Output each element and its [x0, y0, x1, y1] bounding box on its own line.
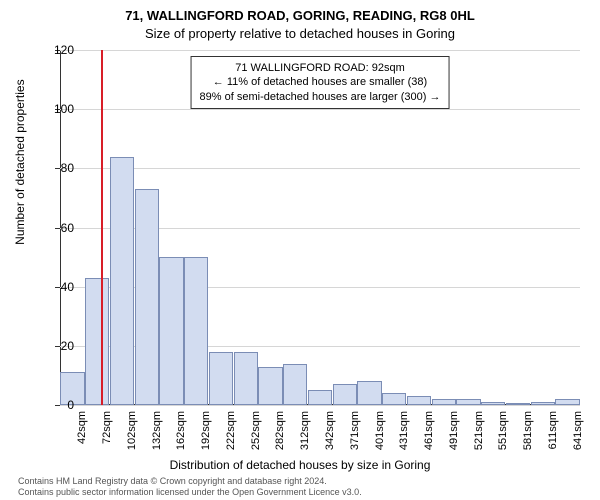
- histogram-bar: [555, 399, 579, 405]
- reference-line: [101, 50, 103, 405]
- histogram-bar: [531, 402, 555, 405]
- ytick-label: 40: [44, 280, 74, 294]
- footer-line-2: Contains public sector information licen…: [18, 487, 362, 498]
- chart-title-main: 71, WALLINGFORD ROAD, GORING, READING, R…: [0, 8, 600, 23]
- ytick-label: 60: [44, 221, 74, 235]
- ytick-label: 80: [44, 161, 74, 175]
- histogram-bar: [110, 157, 134, 406]
- ytick-label: 20: [44, 339, 74, 353]
- xtick-label: 461sqm: [423, 411, 435, 450]
- xtick-label: 611sqm: [547, 411, 559, 449]
- footer-line-1: Contains HM Land Registry data © Crown c…: [18, 476, 362, 487]
- gridline: [60, 168, 580, 169]
- histogram-bar: [382, 393, 406, 405]
- xtick-label: 102sqm: [126, 411, 138, 450]
- histogram-bar: [333, 384, 357, 405]
- gridline: [60, 405, 580, 406]
- histogram-bar: [481, 402, 505, 405]
- histogram-bar: [357, 381, 381, 405]
- xtick-label: 521sqm: [473, 411, 485, 450]
- xtick-label: 72sqm: [101, 411, 113, 444]
- ytick-label: 0: [44, 398, 74, 412]
- xtick-label: 641sqm: [572, 411, 584, 450]
- xtick-label: 222sqm: [225, 411, 237, 450]
- xtick-label: 132sqm: [151, 411, 163, 450]
- gridline: [60, 50, 580, 51]
- histogram-bar: [209, 352, 233, 405]
- histogram-bar: [308, 390, 332, 405]
- histogram-bar: [407, 396, 431, 405]
- xtick-label: 282sqm: [274, 411, 286, 450]
- xtick-label: 42sqm: [76, 411, 88, 444]
- histogram-bar: [85, 278, 109, 405]
- histogram-bar: [506, 403, 530, 405]
- ytick-label: 100: [44, 102, 74, 116]
- xtick-label: 491sqm: [448, 411, 460, 450]
- xtick-label: 192sqm: [200, 411, 212, 450]
- info-line-1: 71 WALLINGFORD ROAD: 92sqm: [200, 61, 441, 75]
- xtick-label: 371sqm: [349, 411, 361, 450]
- xtick-label: 551sqm: [497, 411, 509, 450]
- xtick-label: 401sqm: [374, 411, 386, 450]
- ytick-label: 120: [44, 43, 74, 57]
- histogram-bar: [456, 399, 480, 405]
- chart-footer: Contains HM Land Registry data © Crown c…: [18, 476, 362, 498]
- xtick-label: 431sqm: [398, 411, 410, 450]
- histogram-bar: [258, 367, 282, 405]
- plot-area: 71 WALLINGFORD ROAD: 92sqm← 11% of detac…: [60, 50, 580, 405]
- histogram-bar: [432, 399, 456, 405]
- xtick-label: 581sqm: [522, 411, 534, 450]
- histogram-bar: [234, 352, 258, 405]
- xtick-label: 162sqm: [175, 411, 187, 450]
- histogram-bar: [159, 257, 183, 405]
- xtick-label: 342sqm: [324, 411, 336, 450]
- histogram-bar: [135, 189, 159, 405]
- info-box: 71 WALLINGFORD ROAD: 92sqm← 11% of detac…: [191, 56, 450, 109]
- info-line-2: ← 11% of detached houses are smaller (38…: [200, 75, 441, 89]
- histogram-bar: [184, 257, 208, 405]
- property-size-chart: 71, WALLINGFORD ROAD, GORING, READING, R…: [0, 0, 600, 500]
- xtick-label: 252sqm: [250, 411, 262, 450]
- info-line-3: 89% of semi-detached houses are larger (…: [200, 90, 441, 104]
- y-axis-label: Number of detached properties: [13, 79, 27, 244]
- x-axis-label: Distribution of detached houses by size …: [0, 458, 600, 472]
- chart-title-sub: Size of property relative to detached ho…: [0, 26, 600, 41]
- gridline: [60, 109, 580, 110]
- xtick-label: 312sqm: [299, 411, 311, 450]
- histogram-bar: [283, 364, 307, 405]
